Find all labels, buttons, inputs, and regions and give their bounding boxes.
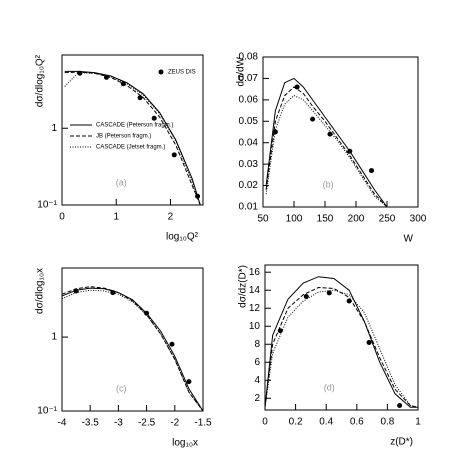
- y-tick-label: 12: [249, 303, 261, 314]
- x-tick-label: -3.5: [82, 418, 100, 429]
- data-point: [326, 290, 332, 296]
- x-axis-label: W: [404, 234, 414, 245]
- data-point: [310, 116, 316, 122]
- y-tick-label: 2: [254, 393, 260, 404]
- y-tick-label: 1: [51, 123, 57, 134]
- panel-label: (b): [323, 179, 334, 189]
- model-curve: [61, 286, 204, 412]
- x-tick-label: 250: [379, 214, 396, 225]
- model-curve: [64, 72, 201, 206]
- y-tick-label: 6: [254, 357, 260, 368]
- x-tick-label: 1: [113, 212, 119, 223]
- y-axis-label: dσ/dW: [236, 56, 247, 86]
- y-tick-label: 14: [249, 285, 261, 296]
- x-axis-label: log₁₀Q²: [166, 232, 199, 243]
- x-tick-label: 0: [262, 417, 268, 428]
- model-curve: [265, 94, 388, 208]
- x-tick-label: -2: [170, 418, 179, 429]
- x-tick-label: -2.5: [138, 418, 156, 429]
- data-point: [369, 168, 374, 174]
- data-point: [366, 339, 372, 345]
- x-tick-label: 0.4: [319, 417, 333, 428]
- panel-label: (c): [116, 383, 127, 393]
- y-tick-label: 1: [51, 332, 57, 343]
- y-tick-label: 0.07: [239, 73, 259, 84]
- data-point: [137, 95, 143, 101]
- data-point: [171, 152, 177, 158]
- model-curve: [265, 77, 388, 208]
- x-tick-label: -3: [114, 418, 123, 429]
- x-tick-label: 200: [348, 214, 365, 225]
- legend-label: ZEUS DIS: [168, 70, 196, 76]
- x-axis-label: log₁₀x: [172, 438, 198, 449]
- x-tick-label: 0.8: [380, 417, 394, 428]
- y-axis-label: dσ/dlog₁₀x: [35, 268, 46, 314]
- panel-label: (a): [116, 177, 127, 187]
- plot-frame: [61, 267, 204, 412]
- data-point: [169, 341, 175, 347]
- plot-frame: [264, 264, 419, 411]
- x-axis-label: z(D*): [390, 437, 413, 448]
- x-tick-label: 0.6: [350, 417, 364, 428]
- y-tick-label: 0.02: [239, 180, 259, 191]
- y-tick-label: 4: [254, 375, 260, 386]
- data-point: [186, 379, 192, 385]
- y-tick-label: 10⁻¹: [37, 406, 57, 417]
- legend-label: CASCADE (Jetset fragm.): [96, 145, 165, 151]
- x-tick-label: 150: [317, 214, 334, 225]
- x-tick-label: 0.2: [289, 417, 303, 428]
- y-tick-label: 10: [249, 321, 261, 332]
- y-tick-label: 8: [254, 339, 260, 350]
- legend-label: JB (Peterson fragm.): [96, 134, 151, 140]
- model-curve: [265, 86, 388, 208]
- y-tick-label: 10⁻¹: [37, 200, 57, 211]
- x-tick-label: 300: [410, 214, 427, 225]
- x-tick-label: 0: [59, 212, 65, 223]
- y-tick-label: 0.03: [239, 159, 259, 170]
- model-curve: [264, 276, 418, 408]
- model-curve: [64, 71, 201, 206]
- data-point: [151, 115, 157, 121]
- x-tick-label: -4: [58, 418, 67, 429]
- data-point: [303, 294, 309, 300]
- y-tick-label: 16: [249, 267, 261, 278]
- model-curve: [64, 70, 201, 206]
- y-tick-label: 0.01: [239, 202, 259, 213]
- model-curve: [264, 287, 419, 408]
- legend-marker: [158, 69, 164, 75]
- model-curve: [61, 287, 204, 412]
- panel-label: (d): [324, 382, 335, 392]
- x-tick-label: -1.5: [194, 418, 212, 429]
- y-axis-label: dσ/dlog₁₀Q²: [35, 54, 46, 107]
- data-point: [397, 402, 403, 408]
- data-point: [294, 84, 300, 90]
- data-point: [327, 131, 333, 137]
- x-tick-label: 100: [286, 214, 303, 225]
- y-tick-label: 0.05: [239, 116, 259, 127]
- y-tick-label: 0.04: [239, 137, 259, 148]
- legend-label: CASCADE (Peterson fragm.): [96, 123, 173, 129]
- y-axis-label: dσ/dz(D*): [238, 265, 249, 308]
- x-tick-label: 1: [415, 417, 421, 428]
- y-tick-label: 0.06: [239, 94, 259, 105]
- plot-frame: [262, 56, 419, 208]
- x-tick-label: 2: [168, 212, 174, 223]
- plot-frame: [61, 54, 204, 206]
- x-tick-label: 50: [257, 214, 269, 225]
- y-tick-label: 0.08: [239, 52, 259, 63]
- model-curve: [61, 289, 204, 412]
